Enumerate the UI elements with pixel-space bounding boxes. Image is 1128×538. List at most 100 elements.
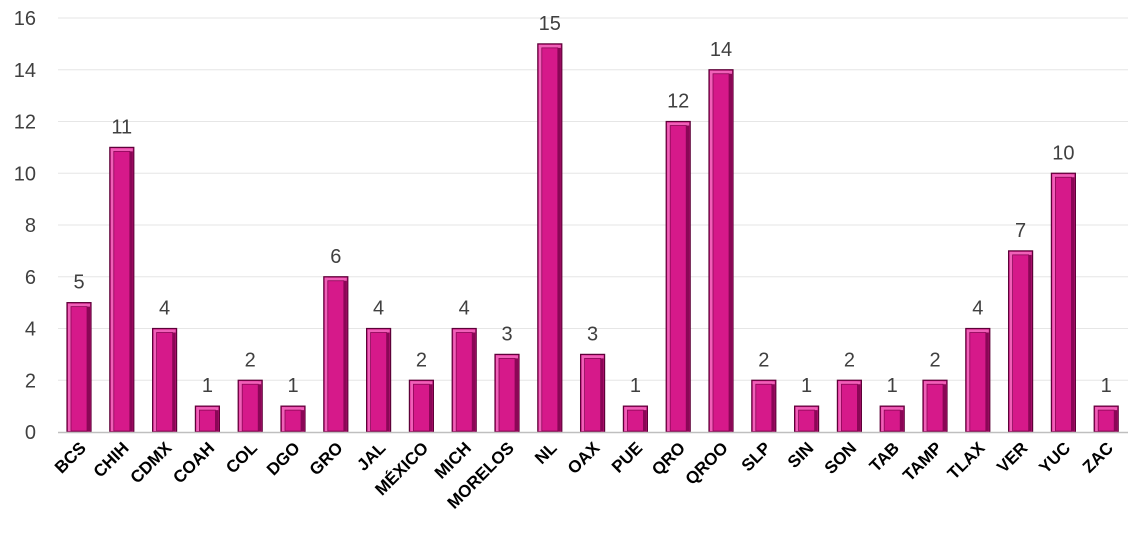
bar-bevel-right [472, 329, 476, 431]
x-tick-label: COL [222, 438, 261, 477]
bar-bevel-right [87, 303, 90, 431]
y-tick-label: 10 [14, 163, 36, 185]
data-label: 15 [539, 13, 561, 35]
bar-bevel-right [172, 329, 176, 431]
bar-bevel-left [924, 381, 927, 431]
bar-bevel-left [68, 303, 71, 431]
bar-bevel-right [1114, 407, 1118, 431]
bar-bevel-right [943, 381, 946, 431]
bar-inner-face [284, 409, 302, 432]
bar-bevel-top [153, 329, 176, 333]
bar [579, 353, 606, 433]
bar-inner-face [669, 125, 687, 432]
data-label: 11 [111, 116, 132, 138]
bar-bevel-left [710, 70, 713, 431]
bar-inner-face [541, 47, 559, 432]
bar-bevel-top [496, 355, 518, 359]
bar-bevel-left [367, 329, 371, 431]
bar-bevel-top [1009, 251, 1032, 255]
bar [922, 379, 948, 433]
bar-bevel-right [386, 329, 390, 431]
data-label: 1 [887, 375, 898, 397]
y-tick-label: 16 [14, 8, 36, 30]
data-label: 2 [844, 349, 855, 371]
bar-bevel-right [429, 381, 433, 431]
bar-bevel-left [838, 381, 842, 431]
bar-inner-face [1012, 254, 1029, 432]
bar [665, 120, 691, 433]
y-tick-label: 6 [25, 267, 36, 289]
bar-bevel-right [900, 407, 904, 431]
bar-inner-face [755, 383, 773, 432]
bar-bevel-top [667, 122, 690, 126]
bar-bevel-right [857, 381, 861, 431]
bar-bevel-right [301, 407, 304, 431]
data-label: 10 [1052, 142, 1074, 164]
bar [622, 405, 649, 433]
y-tick-label: 12 [14, 112, 36, 134]
bar [1007, 250, 1034, 433]
bar [1050, 172, 1077, 433]
bar-bevel-right [515, 355, 518, 431]
bar-bevel-right [814, 407, 818, 431]
x-tick-label: QROO [682, 438, 732, 488]
data-label: 1 [630, 375, 641, 397]
x-tick-label: YUC [1035, 438, 1074, 477]
y-tick-label: 8 [25, 215, 36, 237]
bar-bevel-top [752, 381, 775, 385]
bar-bevel-right [215, 407, 219, 431]
x-tick-label: OAX [564, 438, 604, 478]
bar-bevel-top [196, 407, 219, 411]
x-tick-label: CDMX [127, 438, 176, 487]
x-tick-label: NL [531, 438, 560, 467]
bar-bevel-left [667, 122, 671, 431]
data-label: 6 [330, 246, 341, 268]
bar [708, 69, 734, 433]
x-tick-label: SLP [738, 438, 775, 475]
bar-bevel-left [795, 407, 799, 431]
bar-inner-face [370, 332, 388, 432]
bar [280, 405, 306, 433]
bar-bevel-left [324, 277, 328, 431]
bar-bevel-left [453, 329, 457, 431]
bar-bevel-left [538, 44, 542, 431]
bar-inner-face [712, 73, 730, 432]
bar-inner-face [412, 383, 430, 432]
bar-bevel-right [985, 329, 989, 431]
x-tick-label: PUE [608, 438, 646, 476]
bar-bevel-top [282, 407, 304, 411]
data-label: 4 [972, 298, 983, 320]
data-label: 3 [501, 323, 512, 345]
bar-inner-face [627, 409, 644, 432]
data-label: 2 [929, 349, 940, 371]
data-label: 4 [159, 298, 170, 320]
bar-bevel-top [68, 303, 90, 307]
x-tick-label: ZAC [1079, 438, 1117, 476]
bars [66, 43, 1119, 433]
bar [1093, 405, 1119, 433]
data-label: 1 [801, 375, 812, 397]
bar-inner-face [926, 383, 944, 432]
data-label: 12 [667, 91, 689, 113]
bar-bevel-top [838, 381, 861, 385]
x-tick-label: DGO [263, 438, 304, 479]
bar-bevel-top [367, 329, 390, 333]
bar-bevel-top [1095, 407, 1118, 411]
bar-bevel-top [1052, 174, 1075, 178]
bar-bevel-left [581, 355, 585, 431]
bar [793, 405, 820, 433]
bar-bevel-left [196, 407, 200, 431]
bar-bevel-right [686, 122, 690, 431]
bar-bevel-right [343, 277, 347, 431]
y-axis-ticks: 0 2 4 6 8 10 12 14 16 [14, 8, 36, 444]
bar [323, 276, 349, 433]
bar-inner-face [498, 357, 516, 432]
bar [836, 379, 863, 433]
bar-bevel-right [129, 148, 133, 431]
bar-inner-face [198, 409, 216, 432]
data-label: 5 [73, 272, 84, 294]
x-tick-label: GRO [306, 438, 347, 479]
bar-bevel-left [110, 148, 114, 431]
